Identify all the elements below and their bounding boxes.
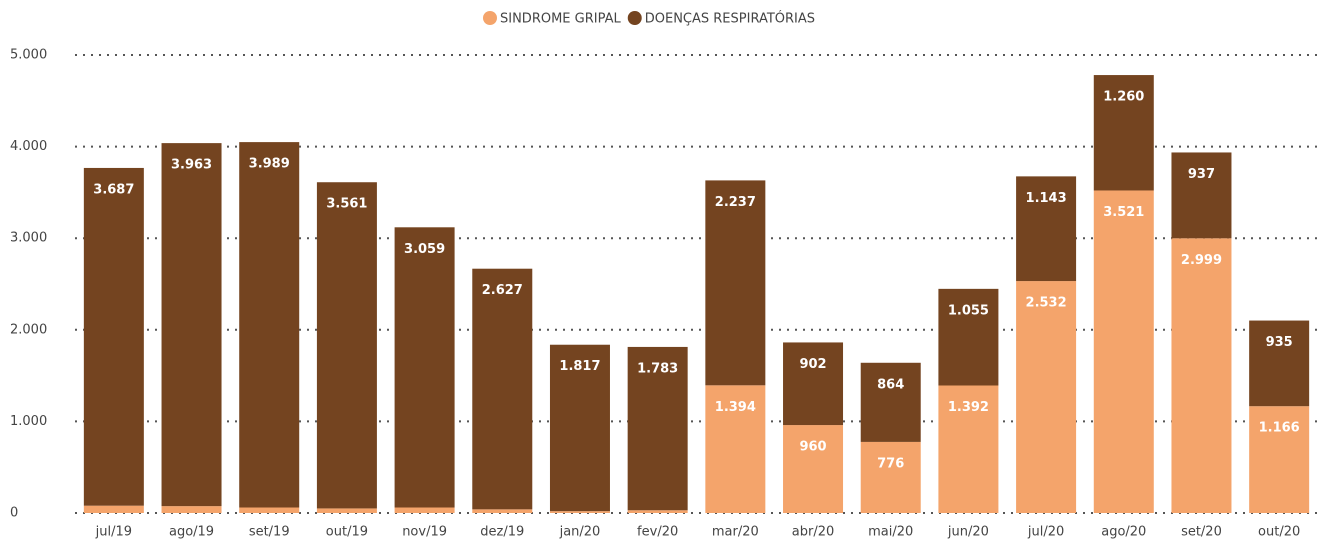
x-tick-label: nov/19 bbox=[402, 525, 447, 540]
bar-segment bbox=[627, 346, 688, 511]
bar-segment bbox=[394, 227, 455, 508]
value-label: 1.783 bbox=[637, 361, 678, 376]
value-label: 1.143 bbox=[1026, 191, 1067, 206]
x-tick-label: ago/20 bbox=[1101, 525, 1146, 540]
bar-segment bbox=[161, 143, 222, 507]
legend-label: DOENÇAS RESPIRATÓRIAS bbox=[645, 11, 815, 27]
bar-segment bbox=[938, 288, 999, 386]
y-tick-label: 5.000 bbox=[10, 48, 47, 63]
y-tick-label: 4.000 bbox=[10, 139, 47, 154]
x-tick-label: jul/20 bbox=[1027, 525, 1064, 540]
bar-segment bbox=[316, 508, 377, 513]
value-label: 1.055 bbox=[948, 303, 989, 318]
x-tick-label: mai/20 bbox=[868, 525, 913, 540]
value-label: 1.260 bbox=[1103, 90, 1144, 105]
bar-segment bbox=[239, 142, 300, 508]
bar-segment bbox=[549, 511, 610, 513]
bar-segment bbox=[938, 385, 999, 513]
value-label: 776 bbox=[877, 456, 904, 471]
value-label: 960 bbox=[799, 440, 826, 455]
bar-segment bbox=[1093, 190, 1154, 514]
value-label: 3.521 bbox=[1103, 205, 1144, 220]
bar-segment bbox=[472, 268, 533, 510]
value-label: 2.627 bbox=[482, 283, 523, 298]
bar-segment bbox=[1016, 176, 1077, 282]
value-label: 937 bbox=[1188, 167, 1215, 182]
bar-segment bbox=[627, 510, 688, 513]
bar-segment bbox=[472, 509, 533, 513]
value-label: 935 bbox=[1266, 335, 1293, 350]
value-label: 1.817 bbox=[559, 359, 600, 374]
bar-segment bbox=[783, 342, 844, 426]
bar-segment bbox=[549, 344, 610, 512]
bar-segment bbox=[83, 167, 144, 506]
y-tick-label: 2.000 bbox=[10, 322, 47, 337]
value-label: 902 bbox=[799, 357, 826, 372]
bar-segment bbox=[83, 505, 144, 513]
value-label: 3.687 bbox=[93, 182, 134, 197]
bar-segment bbox=[316, 182, 377, 509]
bar-segment bbox=[705, 385, 766, 513]
value-label: 3.059 bbox=[404, 242, 445, 257]
x-tick-label: jul/19 bbox=[95, 525, 132, 540]
x-tick-label: ago/19 bbox=[169, 525, 214, 540]
value-label: 2.237 bbox=[715, 195, 756, 210]
value-label: 2.532 bbox=[1026, 296, 1067, 311]
bar-segment bbox=[394, 507, 455, 513]
x-tick-label: dez/19 bbox=[480, 525, 524, 540]
x-tick-label: abr/20 bbox=[792, 525, 835, 540]
legend-marker bbox=[627, 11, 642, 25]
x-tick-label: out/20 bbox=[1258, 525, 1300, 540]
x-tick-label: jan/20 bbox=[559, 525, 601, 540]
value-label: 3.561 bbox=[326, 197, 367, 212]
value-label: 1.166 bbox=[1259, 421, 1300, 436]
x-tick-label: mar/20 bbox=[712, 525, 759, 540]
y-tick-label: 3.000 bbox=[10, 231, 47, 246]
bar-segment bbox=[783, 425, 844, 513]
legend-marker bbox=[483, 11, 497, 25]
value-label: 1.394 bbox=[715, 400, 756, 415]
y-tick-label: 0 bbox=[10, 506, 18, 521]
value-label: 2.999 bbox=[1181, 253, 1222, 268]
legend-label: SINDROME GRIPAL bbox=[500, 12, 621, 27]
x-tick-label: jun/20 bbox=[947, 525, 989, 540]
bar-segment bbox=[239, 507, 300, 513]
value-label: 3.963 bbox=[171, 158, 212, 173]
bar-segment bbox=[1016, 281, 1077, 513]
x-tick-label: set/19 bbox=[249, 525, 290, 540]
bar-segment bbox=[860, 362, 921, 442]
bar-segment bbox=[1249, 406, 1310, 513]
bar-segment bbox=[1171, 152, 1232, 239]
x-tick-label: out/19 bbox=[326, 525, 368, 540]
bar-segment bbox=[1093, 75, 1154, 191]
value-label: 3.989 bbox=[249, 157, 290, 172]
bar-segment bbox=[860, 441, 921, 513]
x-tick-label: set/20 bbox=[1181, 525, 1222, 540]
value-label: 864 bbox=[877, 377, 904, 392]
y-tick-label: 1.000 bbox=[10, 414, 47, 429]
bar-segment bbox=[161, 506, 222, 513]
bar-segment bbox=[705, 180, 766, 386]
x-tick-label: fev/20 bbox=[637, 525, 678, 540]
bar-segment bbox=[1171, 238, 1232, 513]
bar-segment bbox=[1249, 320, 1310, 407]
value-label: 1.392 bbox=[948, 400, 989, 415]
